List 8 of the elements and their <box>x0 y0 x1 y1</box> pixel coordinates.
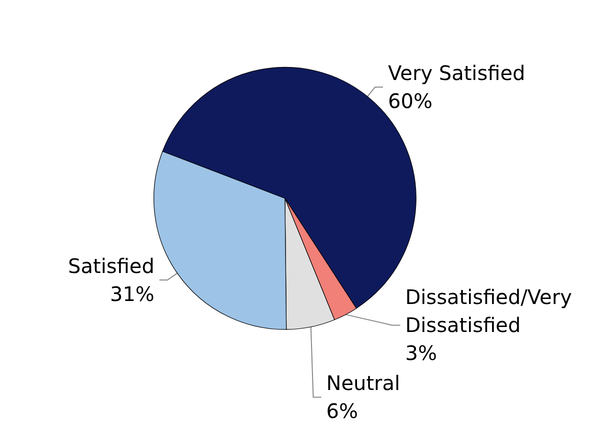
slice-label: Neutral <box>326 371 400 396</box>
data-label: 60% <box>388 89 432 114</box>
data-label: 6% <box>326 399 358 424</box>
slice-label: Dissatisfied/Very Dissatisfied <box>405 285 578 338</box>
data-label: 31% <box>110 282 154 306</box>
slice-label: Very Satisfied <box>388 61 526 86</box>
slice-label: Satisfied <box>68 254 154 278</box>
data-label: 3% <box>405 341 437 366</box>
